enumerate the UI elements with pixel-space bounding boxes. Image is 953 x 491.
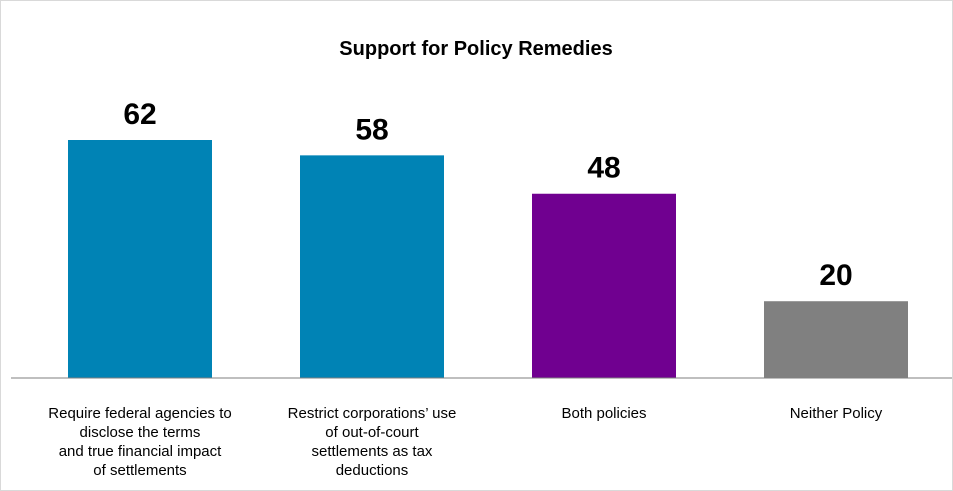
category-label-line: Restrict corporations’ use — [288, 405, 457, 422]
data-label-2: 58 — [355, 113, 388, 146]
category-label-line: and true financial impact — [59, 443, 222, 460]
category-label-line: Both policies — [561, 405, 646, 422]
category-label-line: disclose the terms — [80, 424, 201, 441]
category-label-1: Require federal agencies to disclose the … — [48, 405, 231, 479]
bar-3 — [532, 193, 676, 378]
bar-4 — [764, 301, 908, 378]
bar-1 — [68, 140, 212, 378]
data-label-3: 48 — [587, 152, 620, 185]
category-label-3: Both policies — [561, 405, 646, 422]
category-label-line: Neither Policy — [790, 405, 883, 422]
category-labels-layer: Require federal agencies to disclose the … — [48, 405, 882, 479]
category-label-4: Neither Policy — [790, 405, 883, 422]
data-label-1: 62 — [123, 98, 156, 131]
chart-title: Support for Policy Remedies — [339, 38, 612, 60]
category-label-line: of out-of-court — [325, 424, 419, 441]
category-label-line: settlements as tax — [312, 443, 433, 460]
category-label-line: of settlements — [93, 462, 186, 479]
category-label-line: Require federal agencies to — [48, 405, 231, 422]
bars-layer — [68, 140, 908, 378]
category-label-2: Restrict corporations’ use of out-of-cour… — [288, 405, 457, 479]
category-label-line: deductions — [336, 462, 409, 479]
bar-2 — [300, 155, 444, 378]
data-label-4: 20 — [819, 259, 852, 292]
value-labels-layer: 62 58 48 20 — [123, 98, 852, 292]
